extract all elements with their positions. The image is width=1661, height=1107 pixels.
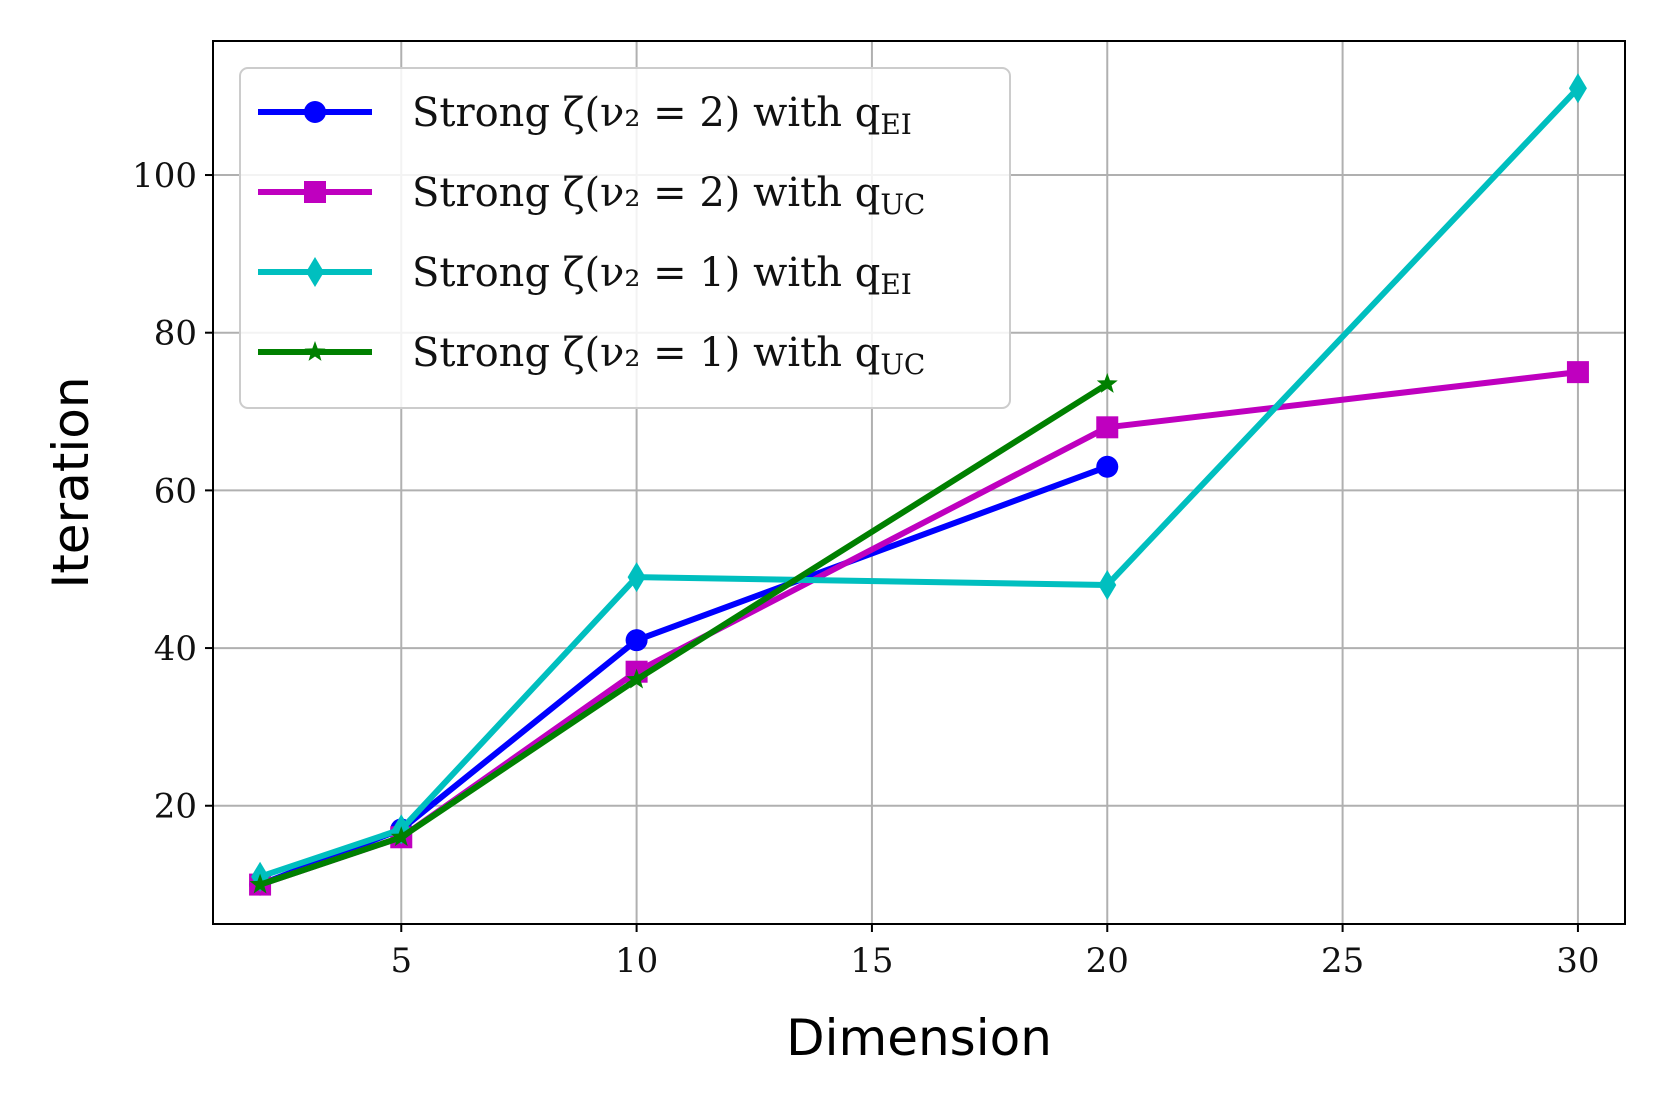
legend-marker-2 — [306, 257, 324, 287]
x-tick-label-25: 25 — [1321, 941, 1364, 981]
y-tick-label-80: 80 — [154, 314, 197, 354]
series-3 — [249, 372, 1118, 894]
data-point-3-2 — [626, 668, 648, 689]
data-point-0-2 — [625, 629, 648, 652]
legend-label-sub-1: UC — [880, 188, 925, 221]
legend-box — [239, 67, 1011, 409]
y-tick-label-40: 40 — [154, 629, 197, 669]
legend-label-sub-3: UC — [880, 348, 925, 381]
legend-label-main-1: Strong ζ(ν₂ = 2) with q — [412, 170, 880, 216]
y-tick-label-20: 20 — [154, 787, 197, 827]
y-axis-title: Iteration — [42, 376, 100, 588]
series-2 — [251, 73, 1587, 892]
legend-label-main-2: Strong ζ(ν₂ = 1) with q — [412, 250, 880, 296]
x-tick-label-10: 10 — [615, 941, 658, 981]
data-point-2-3 — [1098, 569, 1117, 600]
x-tick-label-20: 20 — [1086, 941, 1129, 981]
plot-frame — [212, 40, 1626, 925]
y-tick-label-100: 100 — [132, 156, 197, 196]
data-point-1-3 — [1096, 416, 1119, 439]
x-tick-label-5: 5 — [390, 941, 412, 981]
series-line-0 — [257, 463, 1111, 888]
x-tick-label-15: 15 — [850, 941, 893, 981]
legend-label-main-3: Strong ζ(ν₂ = 1) with q — [412, 330, 880, 376]
x-axis-title: Dimension — [786, 1009, 1052, 1067]
legend-label-0: Strong ζ(ν₂ = 2) with qEI — [412, 90, 912, 141]
data-point-3-3 — [1096, 372, 1118, 393]
legend-label-3: Strong ζ(ν₂ = 1) with qUC — [412, 330, 925, 381]
data-point-1-4 — [1566, 361, 1589, 384]
y-tick-label-60: 60 — [154, 471, 197, 511]
series-group — [249, 73, 1589, 896]
axis-ticks: 5 10 15 20 25 30 20 40 60 80 100 — [132, 156, 1599, 981]
legend-label-sub-2: EI — [880, 268, 912, 301]
legend-marker-3 — [304, 341, 326, 361]
legend-label-2: Strong ζ(ν₂ = 1) with qEI — [412, 250, 912, 301]
data-point-2-2 — [627, 562, 646, 593]
data-point-0-3 — [1096, 455, 1119, 478]
legend-label-sub-0: EI — [880, 108, 912, 141]
legend-label-1: Strong ζ(ν₂ = 2) with qUC — [412, 170, 925, 221]
data-point-2-4 — [1568, 73, 1587, 104]
legend-marker-1 — [304, 181, 326, 203]
data-point-3-0 — [249, 873, 271, 894]
x-tick-label-30: 30 — [1556, 941, 1599, 981]
legend-label-main-0: Strong ζ(ν₂ = 2) with q — [412, 90, 880, 136]
legend-marker-0 — [304, 101, 326, 123]
series-line-3 — [257, 381, 1111, 888]
data-point-3-1 — [390, 826, 412, 847]
